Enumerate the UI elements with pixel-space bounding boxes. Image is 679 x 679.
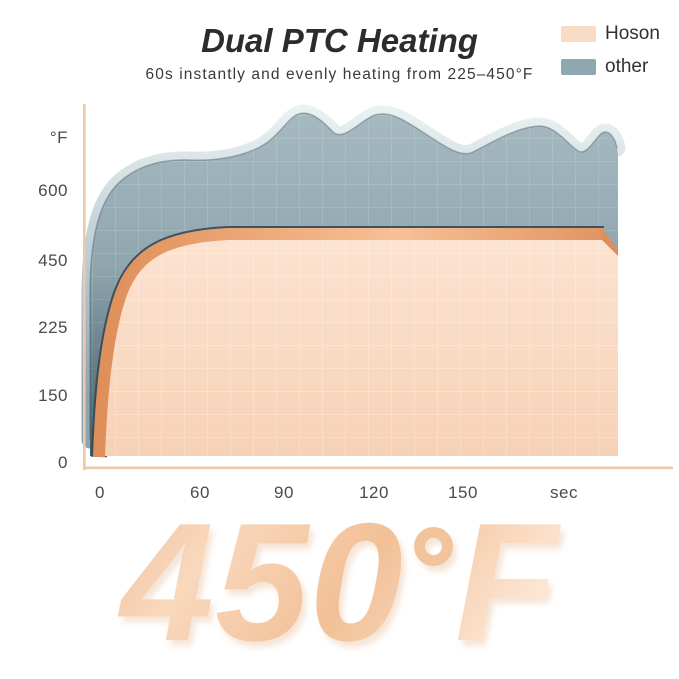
legend-item-hoson: Hoson xyxy=(561,23,660,45)
callout-value: 450 xyxy=(120,488,404,676)
callout-unit: F xyxy=(454,488,559,676)
x-tick-0: 0 xyxy=(95,483,105,502)
hoson-grid-overlay xyxy=(101,237,618,458)
y-tick-450: 450 xyxy=(38,251,68,270)
x-axis-unit: sec xyxy=(550,483,578,502)
legend-item-other: other xyxy=(561,56,660,78)
hoson-series-area xyxy=(91,226,618,458)
y-axis-line xyxy=(83,104,86,470)
y-tick-225: 225 xyxy=(38,318,68,337)
legend: Hoson other xyxy=(561,23,660,89)
hoson-copper-edge xyxy=(93,228,604,458)
legend-label-other: other xyxy=(605,56,649,77)
legend-swatch-other xyxy=(561,59,596,75)
y-tick-150: 150 xyxy=(38,386,68,405)
x-axis-line xyxy=(83,466,673,470)
x-tick-60: 60 xyxy=(190,483,210,502)
other-bevel-line xyxy=(89,112,618,440)
x-tick-150: 150 xyxy=(448,483,478,502)
header: Dual PTC Heating 60s instantly and evenl… xyxy=(0,22,679,84)
page-title: Dual PTC Heating xyxy=(201,22,478,59)
legend-swatch-hoson xyxy=(561,26,596,42)
x-tick-90: 90 xyxy=(274,483,294,502)
y-tick-600: 600 xyxy=(38,181,68,200)
legend-label-hoson: Hoson xyxy=(605,23,660,44)
temperature-callout: 450 F xyxy=(0,509,679,657)
hoson-copper-end-face xyxy=(602,228,618,256)
degree-icon xyxy=(413,527,453,566)
x-tick-120: 120 xyxy=(359,483,389,502)
page-subtitle: 60s instantly and evenly heating from 22… xyxy=(145,65,534,83)
y-tick-0: 0 xyxy=(58,453,68,472)
y-axis-unit: °F xyxy=(49,128,68,147)
